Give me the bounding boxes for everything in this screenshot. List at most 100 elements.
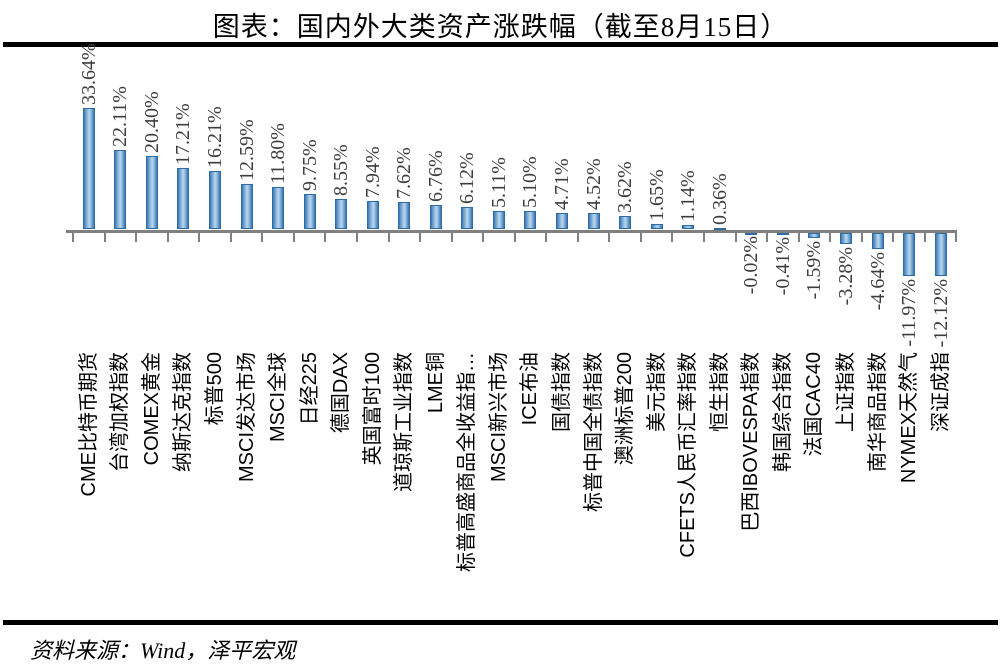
category-label: 法国CAC40 xyxy=(803,352,826,457)
category-label: 英国富时100 xyxy=(361,352,384,466)
value-label: 7.62% xyxy=(393,147,416,200)
category-label: 上证指数 xyxy=(834,352,857,432)
category-label: 台湾加权指数 xyxy=(109,352,132,472)
value-label: -1.59% xyxy=(803,241,826,300)
category-label: LME铜 xyxy=(424,352,447,414)
axis-tick xyxy=(324,232,327,242)
value-label: 33.64% xyxy=(77,43,100,106)
value-label: 1.65% xyxy=(645,168,668,221)
bar xyxy=(619,216,632,230)
axis-tick xyxy=(229,232,232,242)
bar xyxy=(114,149,127,230)
category-label: COMEX黄金 xyxy=(140,352,163,466)
bar xyxy=(240,184,253,230)
bar xyxy=(145,156,158,230)
bar xyxy=(556,212,569,230)
category-label: 日经225 xyxy=(298,352,321,426)
bar xyxy=(177,167,190,230)
x-axis-line xyxy=(66,229,957,233)
axis-tick xyxy=(72,232,74,242)
axis-tick xyxy=(671,232,674,242)
axis-tick xyxy=(955,232,958,242)
category-label: CME比特币期货 xyxy=(77,352,100,497)
value-label: 5.11% xyxy=(487,157,510,209)
bottom-rule xyxy=(3,620,998,625)
value-label: 3.62% xyxy=(614,161,637,214)
axis-tick xyxy=(135,232,138,242)
bar xyxy=(587,213,600,230)
value-label: 8.55% xyxy=(330,144,353,196)
value-label: 17.21% xyxy=(172,102,195,165)
axis-tick xyxy=(829,232,832,242)
value-label: -4.64% xyxy=(866,252,889,311)
value-label: 9.75% xyxy=(298,139,321,192)
category-label: 澳洲标普200 xyxy=(614,352,637,466)
bar xyxy=(82,108,95,230)
bar xyxy=(492,211,505,230)
axis-tick xyxy=(703,232,705,242)
axis-tick xyxy=(513,232,516,242)
category-label: 德国DAX xyxy=(330,352,353,434)
bar xyxy=(335,198,348,230)
top-rule xyxy=(3,42,998,47)
value-label: -0.41% xyxy=(771,236,794,296)
bar xyxy=(272,187,285,230)
value-label: 22.11% xyxy=(109,85,132,147)
source-note: 资料来源：Wind，泽平宏观 xyxy=(30,638,296,663)
value-label: -0.02% xyxy=(740,236,763,295)
axis-tick xyxy=(387,232,390,242)
bar xyxy=(776,232,789,235)
bar xyxy=(303,194,316,230)
category-label: CFETS人民币汇率指数 xyxy=(677,352,700,558)
chart-title: 图表：国内外大类资产涨跌幅（截至8月15日） xyxy=(212,12,789,42)
category-label: 道琼斯工业指数 xyxy=(393,352,416,492)
bar xyxy=(429,205,442,230)
axis-tick xyxy=(450,232,453,242)
value-label: 4.52% xyxy=(582,158,605,211)
value-label: 11.80% xyxy=(267,123,290,185)
axis-tick xyxy=(608,232,611,242)
axis-tick xyxy=(892,232,895,242)
category-label: 国债指数 xyxy=(551,352,574,432)
category-label: MSCI发达市场 xyxy=(235,352,258,482)
axis-tick xyxy=(198,232,201,242)
bar xyxy=(208,171,221,230)
axis-tick xyxy=(923,232,926,242)
value-label: -11.97% xyxy=(898,278,921,347)
value-label: 1.14% xyxy=(677,170,700,223)
axis-tick xyxy=(797,232,800,242)
bar xyxy=(934,232,947,277)
category-label: MSCI新兴市场 xyxy=(487,352,510,482)
category-label: 标普中国全债指数 xyxy=(582,352,605,512)
value-label: 7.94% xyxy=(361,146,384,198)
category-label: 巴西IBOVESPA指数 xyxy=(740,352,763,532)
category-label: 美元指数 xyxy=(645,352,668,432)
value-label: -12.12% xyxy=(929,279,952,348)
value-label: 12.59% xyxy=(235,119,258,182)
bar xyxy=(398,202,411,230)
value-label: 20.40% xyxy=(140,91,163,154)
bar xyxy=(745,232,758,235)
value-label: 0.36% xyxy=(708,173,731,226)
category-label: 恒生指数 xyxy=(708,352,731,432)
axis-tick xyxy=(355,232,358,242)
category-label: 纳斯达克指数 xyxy=(172,352,195,472)
value-label: 6.76% xyxy=(424,150,447,203)
bar xyxy=(808,232,821,239)
category-label: 标普高盛商品全收益指… xyxy=(456,352,479,572)
axis-tick xyxy=(482,232,485,242)
axis-tick xyxy=(860,232,863,242)
value-label: 16.21% xyxy=(203,106,226,169)
axis-tick xyxy=(292,232,295,242)
category-label: 南华商品指数 xyxy=(866,352,889,472)
axis-tick xyxy=(639,232,642,242)
value-label: -3.28% xyxy=(834,247,857,306)
value-label: 4.71% xyxy=(551,157,574,210)
bar xyxy=(366,200,379,230)
bar xyxy=(461,207,474,230)
axis-tick xyxy=(166,232,169,242)
bar xyxy=(682,225,695,230)
bar xyxy=(871,232,884,250)
